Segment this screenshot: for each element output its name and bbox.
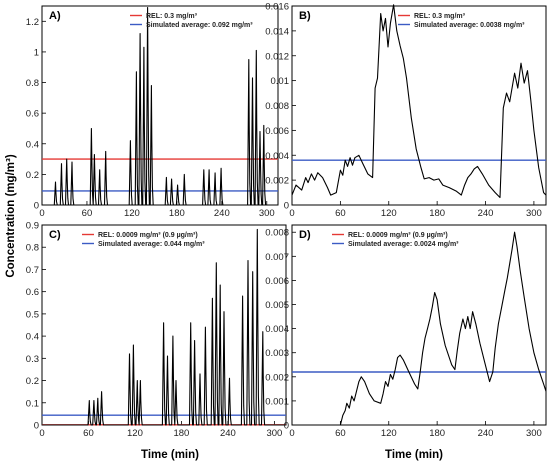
x-tick-label: 180	[169, 208, 185, 219]
legend-entry: Simulated average: 0.092 mg/m³	[146, 22, 253, 29]
x-tick-label: 0	[39, 208, 44, 219]
chart-panel-3: 0 60 120 180 240 30000.10.20.30.40.50.60.70.8…	[26, 221, 287, 439]
y-tick-label: 0.016	[265, 2, 289, 13]
y-tick-label: 0.9	[26, 221, 39, 232]
y-tick-label: 0.1	[26, 398, 39, 409]
x-tick-label: 0	[39, 428, 44, 439]
concentration-series-line	[291, 4, 547, 199]
y-tick-label: 0.8	[26, 78, 39, 89]
y-tick-label: 0.6	[26, 287, 39, 298]
y-tick-label: 0	[284, 201, 289, 212]
concentration-series-line	[42, 6, 278, 206]
panel-label: B)	[299, 10, 311, 22]
x-tick-label: 0	[289, 428, 294, 439]
y-tick-label: 0.7	[26, 265, 39, 276]
y-tick-label: 0.006	[265, 276, 289, 287]
legend-entry: REL: 0.3 mg/m³	[146, 13, 198, 20]
chart-panel-1: 0 60 120 180 240 300 0 0.2 0.4 0.6 0.8 1 1.2 A) REL: 0…	[26, 5, 279, 219]
x-tick-label: 60	[83, 428, 94, 439]
y-tick-label: 0.6	[26, 109, 39, 120]
y-tick-label: 0.3	[26, 354, 39, 365]
y-tick-label: 0	[34, 201, 39, 212]
y-tick-label: 0.002	[265, 176, 289, 187]
y-tick-label: 0.2	[26, 170, 39, 181]
x-tick-label: 300	[526, 208, 542, 219]
panel-label: C)	[49, 229, 61, 241]
x-tick-label: 120	[127, 428, 143, 439]
x-tick-label: 180	[173, 428, 189, 439]
y-axis-title: Concentration (mg/m³)	[5, 154, 17, 277]
x-tick-label: 60	[335, 428, 346, 439]
plot-frame	[291, 224, 547, 426]
y-tick-label: 0.4	[26, 332, 39, 343]
y-tick-label: 0.5	[26, 309, 39, 320]
y-tick-label: 0.4	[26, 139, 39, 150]
y-tick-label: 0.004	[265, 324, 289, 335]
plot-frame	[291, 5, 547, 206]
x-axis-title: Time (min)	[141, 449, 199, 461]
x-tick-label: 240	[478, 208, 494, 219]
chart-panel-4: 0 60 120 180 240 30000.0010.0020.0030.0040.00…	[265, 224, 547, 439]
y-tick-label: 0.014	[265, 26, 289, 37]
chart-panel-2: 0 60 120 180 240 300 0 0.002 0.004 0.006 0.008 0.01…	[265, 2, 547, 219]
x-tick-label: 120	[124, 208, 140, 219]
y-tick-label: 1	[34, 47, 39, 58]
x-tick-label: 60	[82, 208, 93, 219]
y-tick-label: 0	[34, 421, 39, 432]
legend-entry: REL: 0.0009 mg/m³ (0.9 µg/m³)	[348, 232, 448, 239]
y-tick-label: 0.008	[265, 228, 289, 239]
y-tick-label: 0.002	[265, 372, 289, 383]
x-tick-label: 60	[335, 208, 346, 219]
panel-label: A)	[49, 10, 61, 22]
y-tick-label: 0.8	[26, 243, 39, 254]
legend-entry: Simulated average: 0.0024 mg/m³	[348, 241, 459, 248]
y-tick-label: 0.005	[265, 300, 289, 311]
x-tick-label: 300	[259, 208, 275, 219]
legend-entry: REL: 0.0009 mg/m³ (0.9 µg/m³)	[98, 232, 198, 239]
y-tick-label: 0.006	[265, 126, 289, 137]
x-tick-label: 240	[478, 428, 494, 439]
x-tick-label: 240	[214, 208, 230, 219]
legend-entry: Simulated average: 0.044 mg/m³	[98, 241, 205, 248]
y-tick-label: 1.2	[26, 17, 39, 28]
x-tick-label: 120	[381, 428, 397, 439]
y-tick-label: 0.007	[265, 252, 289, 263]
y-tick-label: 0	[284, 421, 289, 432]
x-axis-title-right: Time (min)	[385, 449, 443, 461]
x-tick-label: 180	[429, 428, 445, 439]
plot-frame	[41, 5, 279, 206]
x-tick-label: 300	[266, 428, 282, 439]
x-tick-label: 120	[381, 208, 397, 219]
x-tick-label: 240	[220, 428, 236, 439]
legend-entry: Simulated average: 0.0038 mg/m³	[414, 22, 525, 29]
x-tick-label: 0	[289, 208, 294, 219]
y-tick-label: 0.008	[265, 101, 289, 112]
legend-entry: REL: 0.3 mg/m³	[414, 13, 466, 20]
y-tick-label: 0.003	[265, 348, 289, 359]
concentration-series-line	[42, 228, 286, 426]
panel-label: D)	[299, 229, 311, 241]
y-tick-label: 0.004	[265, 151, 289, 162]
y-tick-label: 0.01	[271, 76, 290, 87]
y-tick-label: 0.2	[26, 376, 39, 387]
x-tick-label: 300	[526, 428, 542, 439]
x-tick-label: 180	[429, 208, 445, 219]
y-tick-label: 0.001	[265, 396, 289, 407]
y-tick-label: 0.012	[265, 51, 289, 62]
concentration-series-line	[339, 231, 547, 426]
